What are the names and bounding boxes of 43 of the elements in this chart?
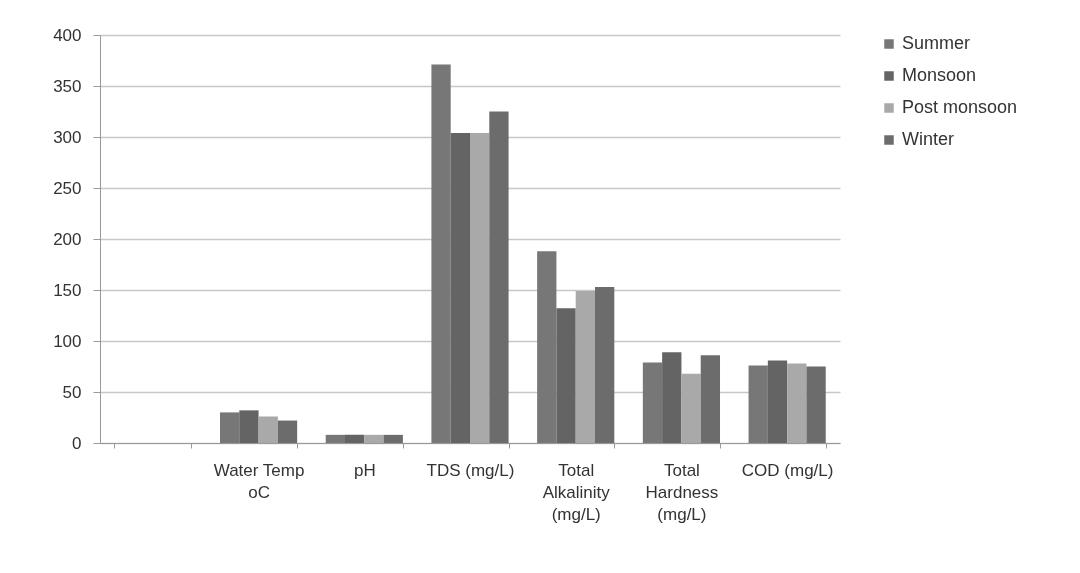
bar bbox=[364, 434, 384, 443]
y-tick-label: 400 bbox=[53, 25, 82, 45]
legend-label: Post monsoon bbox=[902, 97, 1018, 117]
bar bbox=[575, 291, 596, 443]
bar bbox=[537, 251, 557, 443]
bar bbox=[767, 360, 788, 443]
bar bbox=[219, 412, 240, 443]
y-tick-label: 150 bbox=[53, 280, 82, 300]
bar bbox=[787, 363, 807, 443]
bar bbox=[556, 308, 576, 443]
x-tick-label: Water Temp oC bbox=[213, 460, 305, 502]
legend-label: Summer bbox=[902, 33, 971, 53]
legend-label: Monsoon bbox=[902, 65, 977, 85]
x-tick-label: Total Hardness (mg/L) bbox=[645, 460, 719, 524]
bar bbox=[806, 366, 826, 443]
y-tick-label: 300 bbox=[53, 127, 82, 147]
bar bbox=[258, 416, 278, 443]
bar bbox=[470, 132, 490, 443]
bar bbox=[662, 352, 682, 443]
y-tick-label: 100 bbox=[53, 331, 82, 351]
y-tick-label: 350 bbox=[53, 76, 82, 96]
legend-label: Winter bbox=[902, 129, 955, 149]
bar bbox=[431, 64, 451, 443]
bar bbox=[642, 362, 663, 443]
bar bbox=[239, 410, 259, 443]
bar bbox=[681, 373, 701, 443]
bar bbox=[700, 355, 721, 443]
x-tick-label: COD (mg/L) bbox=[741, 460, 834, 480]
y-tick-label: 50 bbox=[62, 382, 82, 402]
x-tick-label: Total Alkalinity (mg/L) bbox=[542, 460, 611, 524]
bar bbox=[325, 434, 345, 443]
y-tick-label: 200 bbox=[53, 229, 82, 249]
y-tick-label: 250 bbox=[53, 178, 82, 198]
bar bbox=[383, 434, 403, 443]
x-tick-label: pH bbox=[353, 460, 376, 480]
bar bbox=[489, 111, 509, 443]
y-tick-label: 0 bbox=[72, 433, 82, 453]
x-tick-label: TDS (mg/L) bbox=[426, 460, 515, 480]
bar bbox=[450, 132, 470, 443]
bar bbox=[277, 420, 298, 443]
bar bbox=[748, 365, 768, 443]
bar bbox=[595, 286, 615, 443]
bar bbox=[344, 434, 365, 443]
